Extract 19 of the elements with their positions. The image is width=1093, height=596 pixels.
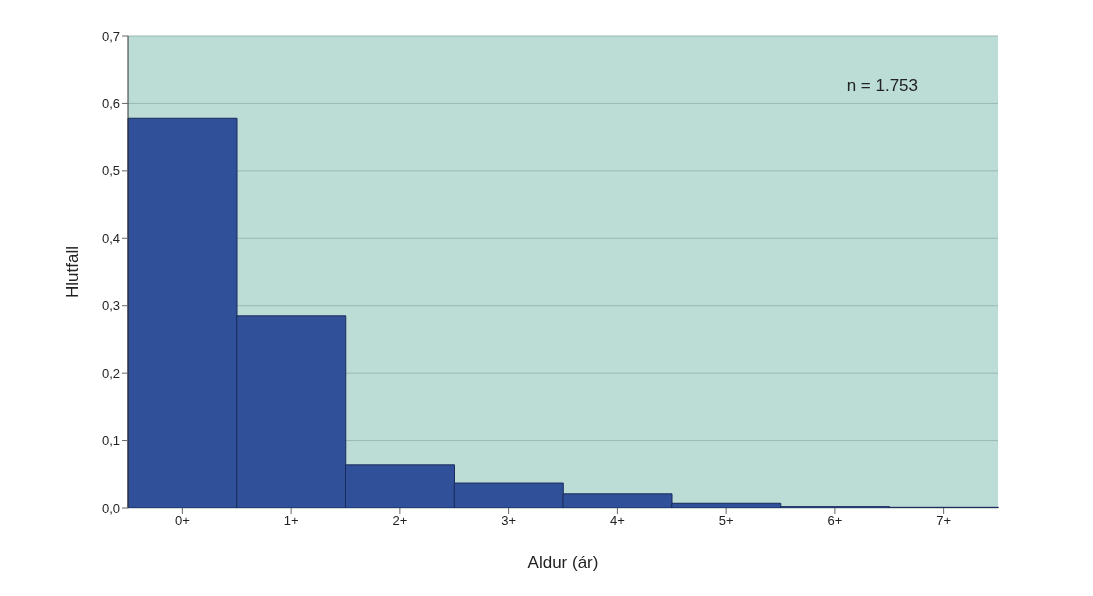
y-tick-label: 0,1: [101, 433, 120, 449]
x-tick-label: 6+: [827, 513, 843, 529]
annotation: n = 1.753: [846, 76, 918, 96]
y-tick-label: 0,4: [101, 230, 120, 246]
x-tick-label: 1+: [283, 513, 299, 529]
x-tick-label: 2+: [392, 513, 408, 529]
x-tick-label: 0+: [174, 513, 190, 529]
y-tick-label: 0,3: [101, 298, 120, 314]
y-tick-label: 0,0: [101, 500, 120, 516]
x-tick-label: 7+: [936, 513, 952, 529]
y-tick-label: 0,5: [101, 163, 120, 179]
x-tick-label: 5+: [718, 513, 734, 529]
y-tick-label: 0,7: [101, 28, 120, 44]
x-tick-label: 4+: [609, 513, 625, 529]
x-axis-title: Aldur (ár): [527, 553, 599, 572]
y-tick-label: 0,2: [101, 365, 120, 381]
y-axis-title: Hlutfall: [63, 246, 83, 298]
x-tick-label: 3+: [501, 513, 517, 529]
y-tick-label: 0,6: [101, 96, 120, 112]
